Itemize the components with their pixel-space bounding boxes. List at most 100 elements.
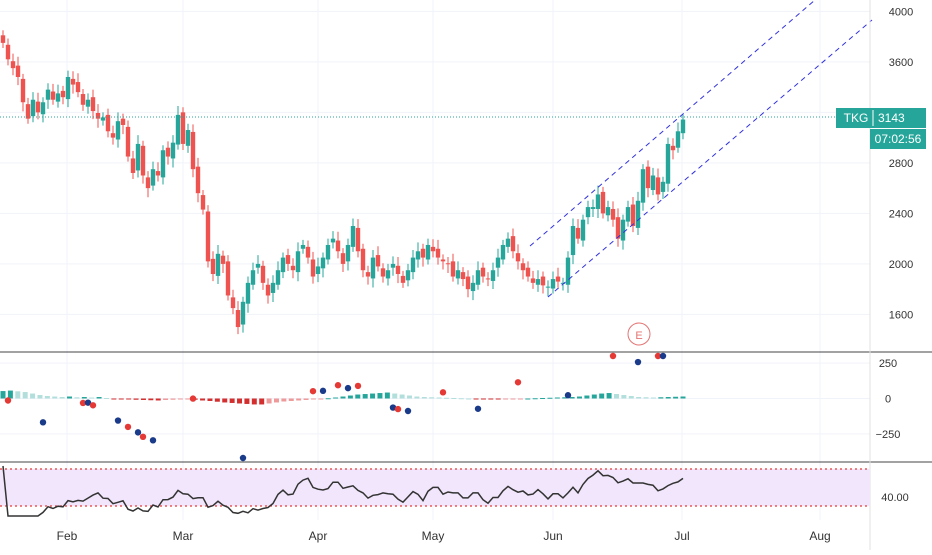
macd-histogram-bar bbox=[554, 397, 560, 399]
macd-histogram-bar bbox=[96, 397, 102, 399]
channel-upper-line[interactable] bbox=[529, 0, 816, 247]
candle-body bbox=[360, 248, 366, 271]
candle-body bbox=[295, 251, 301, 273]
candle-body bbox=[400, 275, 406, 283]
macd-histogram-bar bbox=[340, 396, 346, 399]
candle-body bbox=[50, 91, 56, 100]
macd-cross-dot bbox=[659, 352, 667, 360]
macd-histogram-bar bbox=[562, 397, 568, 399]
macd-histogram-bar bbox=[466, 398, 472, 400]
macd-histogram-bar bbox=[621, 395, 627, 399]
candle-body bbox=[190, 131, 196, 170]
macd-histogram-bar bbox=[244, 398, 250, 404]
candle-body bbox=[370, 257, 376, 279]
candle-body bbox=[635, 200, 641, 228]
macd-histogram-bar bbox=[133, 398, 139, 400]
candle-body bbox=[125, 126, 131, 157]
candle-body bbox=[390, 263, 396, 268]
macd-histogram-bar bbox=[636, 397, 642, 399]
macd-cross-dot bbox=[344, 384, 352, 392]
candle-body bbox=[300, 244, 306, 249]
macd-histogram-bar bbox=[52, 396, 58, 399]
macd-axis[interactable]: 250 0 −250 bbox=[876, 358, 901, 441]
candle-body bbox=[305, 246, 311, 258]
macd-cross-dot bbox=[394, 405, 402, 413]
time-tick-label: Aug bbox=[809, 529, 830, 543]
candle-body bbox=[210, 258, 216, 275]
macd-histogram-bar bbox=[458, 398, 464, 400]
macd-histogram-bar bbox=[643, 397, 649, 399]
candle-body bbox=[175, 114, 181, 145]
candle-body bbox=[150, 169, 156, 186]
candle-body bbox=[75, 82, 81, 93]
macd-cross-dot bbox=[319, 387, 327, 395]
macd-histogram-bar bbox=[126, 398, 132, 400]
candle-body bbox=[110, 133, 116, 138]
macd-histogram-bar bbox=[370, 393, 376, 399]
candle-body bbox=[665, 143, 671, 184]
macd-histogram-bar bbox=[392, 393, 398, 399]
candle-body bbox=[340, 253, 346, 264]
rsi-line bbox=[2, 465, 684, 517]
candle-body bbox=[445, 263, 451, 265]
macd-tick-label: −250 bbox=[876, 429, 901, 441]
macd-histogram-bar bbox=[347, 395, 353, 399]
rsi-axis[interactable]: 40.00 bbox=[881, 492, 909, 504]
macd-histogram-bar bbox=[569, 397, 575, 399]
macd-tick-label: 250 bbox=[879, 358, 897, 370]
macd-histogram-bar bbox=[140, 398, 146, 400]
macd-histogram-bar bbox=[237, 398, 243, 404]
macd-histogram-bar bbox=[362, 394, 368, 399]
candle-body bbox=[10, 61, 16, 69]
candle-body bbox=[625, 207, 631, 222]
macd-histogram-bar bbox=[200, 398, 206, 401]
candle-body bbox=[240, 301, 246, 325]
macd-histogram-bar bbox=[74, 397, 80, 399]
trend-channel[interactable] bbox=[529, 0, 873, 298]
price-tick-label: 3600 bbox=[889, 57, 913, 69]
last-price-badge[interactable]: TKG 3143 bbox=[836, 108, 926, 128]
macd-histogram-bar bbox=[170, 398, 176, 400]
candle-body bbox=[120, 118, 126, 125]
candle-body bbox=[680, 119, 686, 134]
macd-cross-dot bbox=[124, 423, 132, 431]
macd-histogram-bar bbox=[7, 390, 13, 399]
candle-body bbox=[40, 102, 46, 115]
macd-histogram-bar bbox=[503, 398, 509, 400]
candle-body bbox=[70, 78, 76, 85]
macd-cross-dot bbox=[89, 402, 97, 409]
macd-histogram-bar bbox=[665, 397, 671, 399]
macd-histogram-bar bbox=[540, 398, 546, 400]
macd-histogram-bar bbox=[177, 398, 183, 400]
macd-histogram-bar bbox=[443, 397, 449, 399]
macd-histogram-bar bbox=[266, 398, 272, 404]
candle-body bbox=[560, 282, 566, 284]
candle-body bbox=[455, 270, 461, 279]
macd-cross-dot bbox=[564, 392, 572, 399]
macd-histogram-bar bbox=[89, 397, 95, 399]
candle-body bbox=[515, 253, 521, 262]
price-axis[interactable]: 4000360032002800240020001600 bbox=[889, 6, 913, 321]
macd-tick-label: 0 bbox=[885, 394, 891, 406]
candle-body bbox=[410, 257, 416, 273]
candle-body bbox=[265, 284, 271, 296]
macd-histogram-bar bbox=[399, 394, 405, 399]
macd-histogram-bar bbox=[214, 398, 220, 402]
macd-histogram-bar bbox=[103, 398, 109, 400]
candle-body bbox=[435, 248, 441, 258]
time-axis[interactable]: Feb Mar Apr May Jun Jul Aug bbox=[57, 529, 831, 543]
macd-histogram-bar bbox=[118, 398, 124, 400]
candle-body bbox=[165, 147, 171, 157]
channel-lower-line[interactable] bbox=[547, 19, 873, 298]
earnings-marker[interactable]: E bbox=[627, 322, 651, 346]
candle-body bbox=[15, 65, 21, 77]
macd-histogram-bar bbox=[510, 398, 516, 400]
candle-body bbox=[650, 175, 656, 191]
candle-body bbox=[440, 259, 446, 262]
macd-cross-dot bbox=[39, 419, 47, 426]
candle-body bbox=[35, 101, 41, 113]
earnings-circle[interactable] bbox=[627, 322, 651, 346]
candle-body bbox=[155, 171, 161, 176]
